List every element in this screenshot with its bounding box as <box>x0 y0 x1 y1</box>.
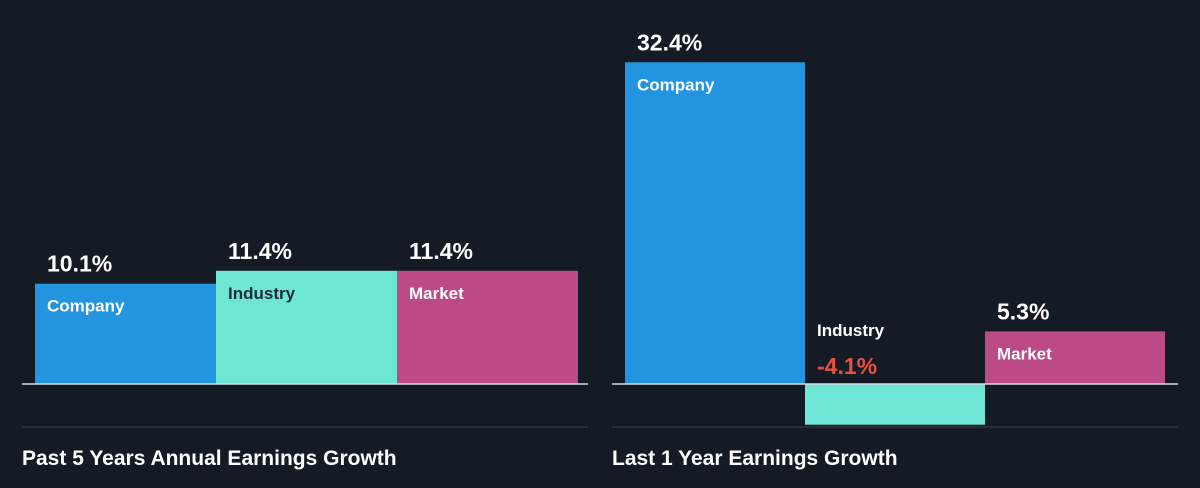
past-5-years-panel: 10.1% Company 11.4% Industry 11.4% Market <box>22 238 588 428</box>
last-1-year-title: Last 1 Year Earnings Growth <box>612 447 898 470</box>
past-5y-bar-company <box>35 283 216 384</box>
past-5y-value-industry: 11.4% <box>228 238 292 264</box>
past-5y-label-industry: Industry <box>228 284 296 303</box>
past-5y-bar-industry <box>216 270 397 384</box>
last-1y-bar-industry <box>805 384 985 425</box>
last-1y-bar-market <box>985 331 1165 384</box>
last-1y-label-industry: Industry <box>817 321 885 340</box>
last-1y-bar-company <box>625 62 805 384</box>
past-5y-value-market: 11.4% <box>409 238 473 264</box>
past-5-years-title: Past 5 Years Annual Earnings Growth <box>22 447 397 470</box>
last-1y-label-market: Market <box>997 344 1052 363</box>
past-5y-bar-market <box>397 270 578 384</box>
last-1y-value-company: 32.4% <box>637 29 702 55</box>
past-5y-label-market: Market <box>409 284 464 303</box>
past-5y-label-company: Company <box>47 297 125 316</box>
last-1y-value-market: 5.3% <box>997 298 1049 324</box>
last-1y-value-industry: -4.1% <box>817 353 877 379</box>
past-5y-value-company: 10.1% <box>47 251 112 277</box>
last-1-year-panel: 32.4% Company -4.1% Industry 5.3% Market <box>612 29 1178 428</box>
last-1y-label-company: Company <box>637 75 715 94</box>
